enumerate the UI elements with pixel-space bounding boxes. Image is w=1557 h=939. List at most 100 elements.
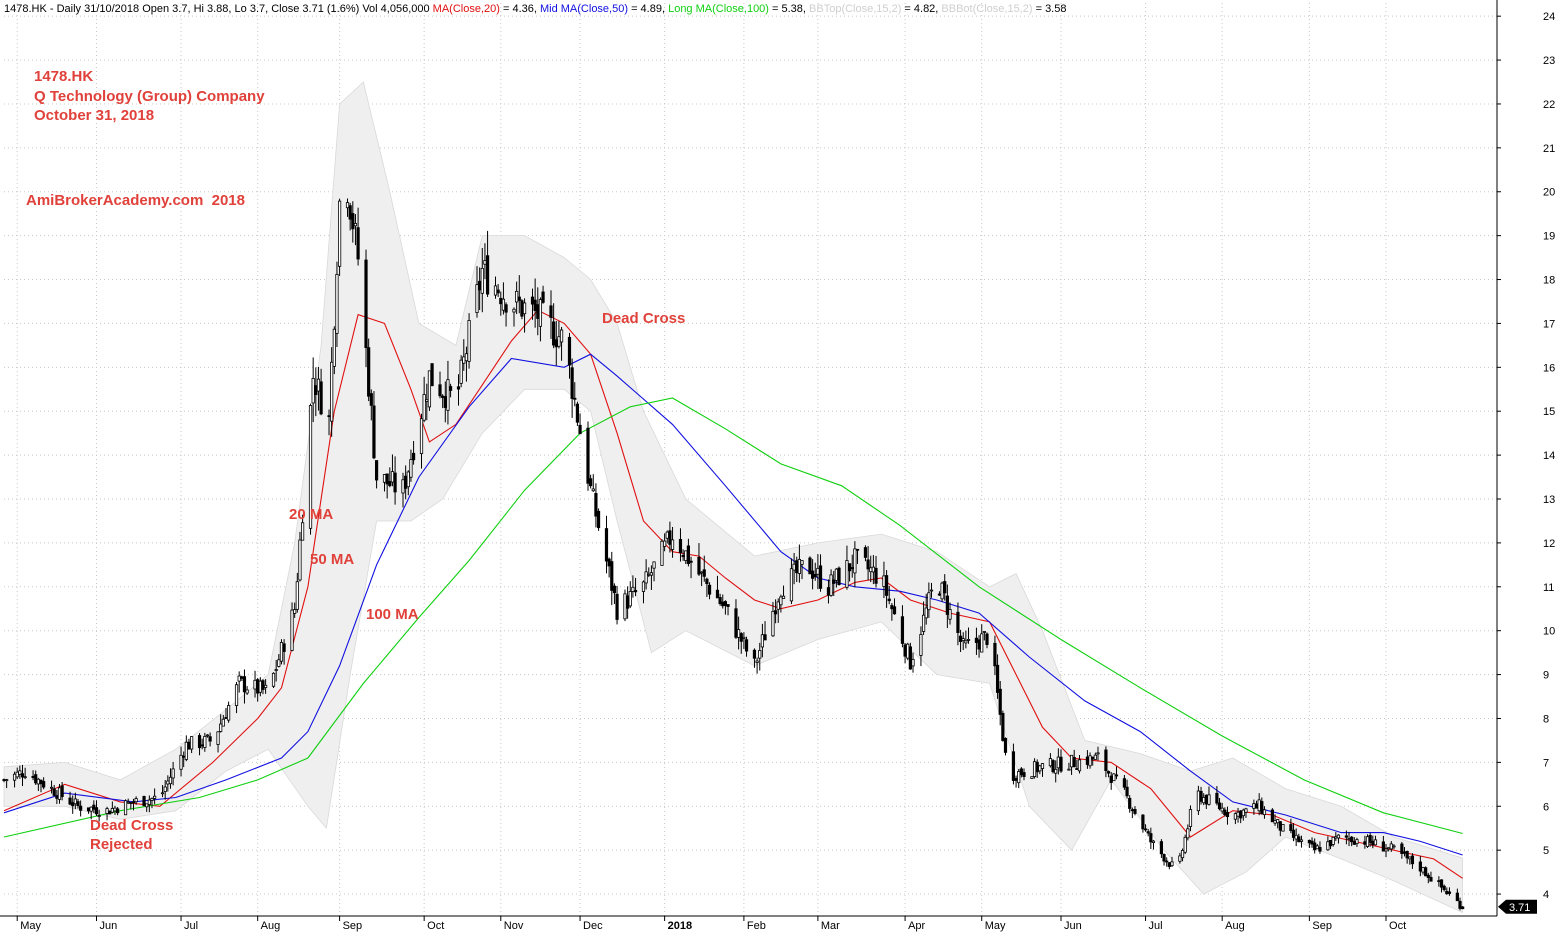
candle [335,261,339,348]
candle [660,539,664,566]
candle [578,413,582,435]
candle [430,363,434,387]
candle [108,810,112,815]
candle [293,602,297,618]
candle-body [660,540,664,566]
candle-body [330,361,334,422]
candle [1299,835,1304,848]
candle [626,586,630,619]
candle-body [264,684,268,688]
candle [190,736,194,754]
candle-body [1297,836,1301,843]
y-tick-label: 11 [1543,582,1554,594]
candle-body [1048,758,1053,767]
candle-body [998,688,1002,715]
candle-body [1186,828,1190,839]
candle-body [224,717,228,719]
candle-body [1085,756,1090,765]
candle-body [929,589,934,592]
candle-body [337,200,342,267]
candle-body [168,776,173,785]
candle [422,376,426,423]
candle [1381,835,1385,852]
candle [1001,710,1005,742]
candle [633,577,638,597]
candle [1051,759,1055,774]
candle-body [1270,809,1274,823]
y-tick-label: 13 [1543,494,1555,506]
candle-body [937,593,942,596]
candle [1344,830,1348,845]
candle-body [71,802,75,807]
x-tick-label: Oct [1389,920,1406,932]
candle [1220,802,1224,814]
candle [353,214,358,246]
candle-body [813,574,817,578]
candle [1096,746,1100,761]
candle [1199,786,1203,805]
candle-body [863,547,868,558]
candle-body [1215,792,1219,804]
y-tick-label: 19 [1543,231,1555,243]
candle-body [850,567,854,570]
candle-body [1030,776,1034,779]
candle [1410,853,1415,869]
candle-body [216,731,220,745]
candle [715,575,720,599]
candle [1178,852,1182,864]
candle-body [52,788,56,796]
candle [171,761,175,786]
candle-body [853,548,857,574]
candle-body [1273,820,1277,824]
candle [1331,836,1335,847]
candle [1215,786,1219,806]
candle [1146,829,1150,837]
candle [205,734,210,738]
candle [697,543,701,576]
candle-body [1384,848,1388,852]
candle-body [1146,831,1150,834]
candle-body [261,680,265,690]
candle-body [649,572,654,576]
candle-body [190,736,194,750]
candle-body [1257,799,1261,812]
candle [744,636,749,657]
candle-body [670,539,675,550]
candle-body [995,664,1000,693]
candle-body [763,634,767,641]
candle [1072,749,1076,768]
candle [134,796,138,805]
candle [20,764,25,787]
candle [234,681,239,714]
candle [943,574,947,601]
candle-body [327,415,331,418]
candle [23,767,27,780]
candle-body [845,560,849,588]
candle-body [678,539,683,554]
candle-body [1408,856,1412,860]
x-tick-label: Dec [583,920,603,932]
candle-body [945,595,949,615]
candle [274,659,278,682]
candle [887,585,891,605]
candle [594,483,598,528]
candle-body [108,810,112,815]
candle [221,714,225,727]
candle-body [744,639,749,652]
candle-body [1151,840,1156,843]
candle-body [131,801,136,804]
candle-body [462,356,466,364]
candle-body [221,718,225,727]
candle-body [911,659,915,667]
candle-body [800,560,804,565]
candle [1067,762,1071,771]
candle-body [126,801,130,804]
x-tick-label: Aug [261,920,281,932]
candle-body [2,779,6,781]
candle-body [644,571,648,584]
candle-body [980,633,984,653]
candle [906,642,910,661]
candle [1281,824,1285,832]
candle [1011,743,1016,785]
candle [1405,850,1409,864]
